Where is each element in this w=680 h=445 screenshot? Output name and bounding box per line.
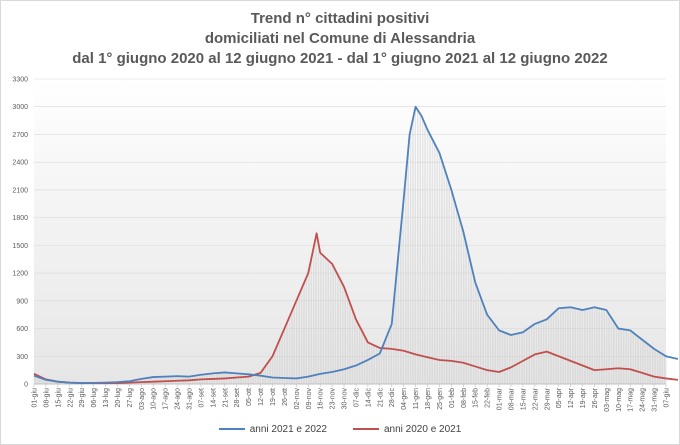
x-tick-label: 24-mag <box>640 388 647 412</box>
x-tick-label: 28-dic <box>389 388 396 408</box>
x-tick-label: 26-ott <box>282 388 289 406</box>
y-tick-label: 0 <box>24 382 28 389</box>
y-tick-label: 1200 <box>12 271 28 278</box>
chart-title-line-1: Trend n° cittadini positivi <box>250 10 430 27</box>
x-tick-label: 14-set <box>210 388 217 408</box>
y-tick-label: 300 <box>16 354 28 361</box>
x-tick-label: 26-apr <box>592 387 599 408</box>
x-tick-label: 25-gen <box>437 388 444 410</box>
x-tick-label: 03-ago <box>139 388 146 410</box>
x-tick-label: 01-giu <box>32 388 39 408</box>
series-line-1 <box>33 105 679 384</box>
x-tick-label: 15-giu <box>55 388 62 408</box>
x-tick-label: 17-mag <box>628 388 635 412</box>
x-tick-label: 19-ott <box>270 388 277 406</box>
x-tick-label: 01-feb <box>449 388 456 408</box>
chart-legend: anni 2021 e 2022 anni 2020 e 2021 <box>0 421 680 437</box>
legend-item-series-1: anni 2021 e 2022 <box>218 423 327 435</box>
x-tick-label: 09-nov <box>306 388 313 410</box>
x-tick-label: 13-lug <box>103 388 110 408</box>
x-tick-label: 05-apr <box>556 387 563 408</box>
chart-title-line-3: dal 1° giugno 2020 al 12 giugno 2021 - d… <box>72 50 608 67</box>
y-tick-label: 600 <box>16 326 28 333</box>
x-tick-label: 16-nov <box>318 388 325 410</box>
x-tick-label: 22-mar <box>532 387 539 410</box>
x-tick-label: 02-nov <box>294 388 301 410</box>
x-tick-label: 07-set <box>198 388 205 408</box>
plot-area <box>34 79 666 384</box>
x-tick-label: 08-feb <box>461 388 468 408</box>
x-tick-label: 19-apr <box>580 387 587 408</box>
x-tick-label: 10-mag <box>616 388 623 412</box>
y-tick-label: 3300 <box>12 77 28 84</box>
x-tick-label: 21-dic <box>377 388 384 408</box>
x-tick-label: 10-ago <box>151 388 158 410</box>
x-tick-label: 01-mar <box>497 387 504 410</box>
x-tick-label: 27-lug <box>127 388 134 408</box>
legend-swatch-series-1 <box>218 427 245 431</box>
x-tick-label: 11-gen <box>413 388 420 409</box>
series-line-2 <box>33 232 679 384</box>
x-tick-label: 17-ago <box>163 388 170 410</box>
x-tick-label: 03-mag <box>604 388 611 412</box>
x-tick-label: 04-gen <box>401 388 408 410</box>
x-tick-label: 23-nov <box>330 388 337 410</box>
y-tick-label: 2400 <box>12 160 28 167</box>
legend-item-series-2: anni 2020 e 2021 <box>353 424 461 435</box>
x-tick-label: 05-ott <box>246 388 253 406</box>
y-tick-label: 2100 <box>12 187 28 194</box>
y-tick-label: 2700 <box>12 132 28 139</box>
x-tick-label: 15-feb <box>473 388 480 408</box>
y-tick-label: 3000 <box>12 104 28 111</box>
x-tick-label: 29-mar <box>544 387 551 410</box>
x-tick-label: 24-ago <box>175 388 182 410</box>
x-tick-label: 07-dic <box>353 388 360 408</box>
y-tick-label: 900 <box>16 298 28 305</box>
y-tick-label: 1500 <box>12 243 28 250</box>
x-tick-label: 28-set <box>234 388 241 408</box>
x-tick-label: 14-dic <box>365 388 372 408</box>
legend-label-series-2: anni 2020 e 2021 <box>384 423 462 435</box>
x-tick-label: 15-mar <box>520 387 527 410</box>
legend-label-series-1: anni 2021 e 2022 <box>249 423 327 435</box>
x-tick-label: 20-lug <box>115 388 122 408</box>
x-tick-label: 22-feb <box>485 388 492 408</box>
x-tick-label: 29-giu <box>79 388 86 408</box>
x-tick-label: 22-giu <box>67 388 74 408</box>
x-tick-label: 21-set <box>222 388 229 408</box>
chart-title-line-2: domiciliati nel Comune di Alessandria <box>204 30 476 47</box>
x-tick-label: 31-mag <box>652 388 659 412</box>
x-tick-label: 12-apr <box>568 387 575 408</box>
x-tick-label: 08-mar <box>508 387 515 410</box>
x-tick-label: 18-gen <box>425 388 432 410</box>
legend-swatch-series-2 <box>353 427 379 431</box>
y-tick-label: 1800 <box>12 215 28 222</box>
x-tick-label: 08-giu <box>43 388 50 408</box>
x-tick-label: 06-lug <box>91 388 98 408</box>
x-tick-label: 12-ott <box>258 388 265 406</box>
x-tick-label: 31-ago <box>187 388 194 410</box>
x-tick-label: 07-giu <box>664 388 671 408</box>
x-tick-label: 30-nov <box>342 388 349 410</box>
